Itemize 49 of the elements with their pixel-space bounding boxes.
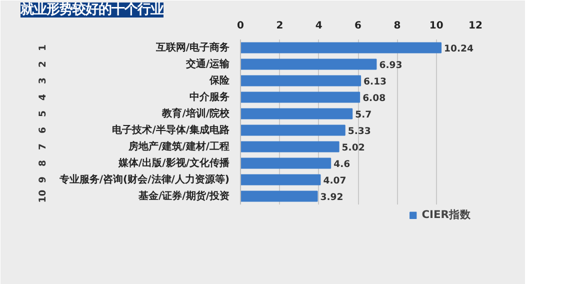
y-tick-label: 保险	[208, 74, 230, 86]
bar	[240, 42, 442, 54]
text: 6	[38, 126, 48, 134]
bar	[240, 108, 353, 120]
legend-label: CIER指数	[422, 208, 471, 222]
bar	[240, 158, 332, 169]
bar	[240, 124, 346, 136]
y-tick-label: 房地产/建筑/建材/工程	[128, 140, 230, 152]
x-tick-label: 8	[394, 20, 401, 32]
bar	[240, 58, 377, 70]
y-tick-label: 互联网/电子商务	[154, 41, 230, 54]
x-tick-label: 0	[237, 20, 244, 32]
data-label: 10.24	[444, 43, 474, 54]
data-label: 5.7	[355, 109, 372, 120]
text: 3	[38, 77, 48, 84]
text: 5	[38, 110, 48, 117]
y-tick-label: 交通/运输	[184, 58, 230, 70]
text: 2	[38, 60, 48, 68]
data-label: 6.08	[362, 92, 386, 104]
y-tick-label: 电子技术/半导体/集成电路	[112, 124, 230, 136]
data-label: 6.93	[379, 60, 402, 71]
y-tick-label: 教育/培训/院校	[161, 107, 230, 120]
y-tick-label: 媒体/出版/影视/文化传播	[118, 156, 230, 169]
bar	[240, 190, 318, 202]
text: 10	[38, 189, 48, 203]
text: 1	[38, 44, 48, 51]
text: 就业形势较好的十个行业	[20, 2, 164, 18]
data-label: 3.92	[320, 192, 344, 203]
data-label: 4.6	[334, 158, 350, 170]
bar	[240, 75, 362, 86]
data-label: 5.33	[348, 126, 371, 137]
bar	[240, 92, 360, 103]
y-tick-label: 专业服务/咨询(财会/法律/人力资源等)	[58, 173, 230, 186]
data-label: 6.13	[364, 76, 387, 88]
text: 7	[38, 143, 48, 150]
bar	[240, 141, 340, 152]
text: 9	[38, 176, 48, 183]
y-tick-label: 基金/证券/期货/投资	[138, 190, 230, 202]
x-tick-label: 4	[315, 20, 322, 32]
bar	[240, 174, 321, 186]
x-tick-label: 10	[429, 20, 444, 32]
text: 8	[38, 160, 48, 166]
data-label: 4.07	[323, 175, 346, 186]
x-tick-label: 12	[468, 20, 482, 32]
text: 4	[38, 93, 48, 100]
x-tick-label: 6	[354, 20, 362, 32]
y-tick-label: 中介服务	[190, 90, 230, 103]
data-label: 5.02	[342, 142, 365, 154]
x-tick-label: 2	[276, 20, 284, 32]
